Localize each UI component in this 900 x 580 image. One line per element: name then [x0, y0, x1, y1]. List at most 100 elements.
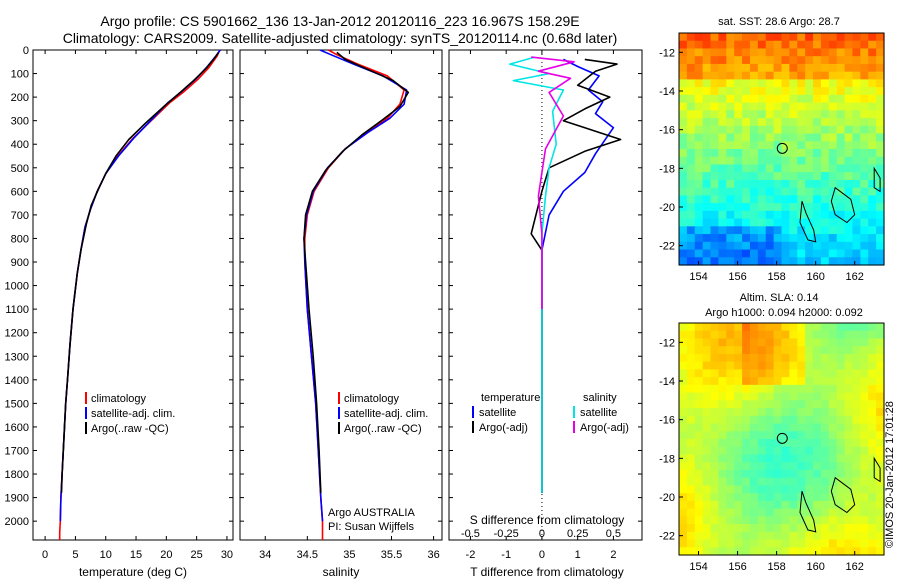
- heatmap-cell: [749, 79, 759, 88]
- heatmap-cell: [742, 179, 751, 189]
- heatmap-cell: [820, 40, 830, 50]
- heatmap-cell: [876, 172, 885, 181]
- heatmap-cell: [844, 187, 854, 196]
- heatmap-cell: [844, 48, 854, 57]
- heatmap-cell: [868, 118, 877, 127]
- heatmap-cell: [742, 423, 751, 432]
- heatmap-cell: [781, 33, 790, 42]
- heatmap-cell: [805, 415, 814, 425]
- heatmap-cell: [679, 94, 688, 104]
- heatmap-cell: [844, 469, 854, 479]
- heatmap-cell: [734, 164, 743, 173]
- heatmap-cell: [734, 179, 743, 189]
- heatmap-cell: [813, 508, 822, 517]
- heatmap-cell: [844, 125, 854, 135]
- heatmap-cell: [742, 125, 751, 135]
- heatmap-cell: [789, 249, 798, 258]
- heatmap-cell: [836, 415, 846, 425]
- heatmap-cell: [686, 469, 696, 479]
- heatmap-cell: [742, 454, 751, 463]
- x-tick-label: 162: [846, 271, 864, 283]
- heatmap-cell: [836, 500, 846, 510]
- heatmap-cell: [765, 516, 775, 525]
- heatmap-cell: [868, 141, 877, 150]
- heatmap-cell: [742, 56, 751, 65]
- heatmap-cell: [757, 249, 767, 258]
- heatmap-cell: [679, 539, 688, 548]
- heatmap-cell: [852, 195, 861, 204]
- heatmap-cell: [749, 323, 759, 332]
- heatmap-cell: [710, 257, 720, 266]
- heatmap-cell: [773, 361, 783, 370]
- heatmap-cell: [805, 172, 814, 181]
- heatmap-cell: [844, 346, 854, 355]
- heatmap-cell: [718, 400, 727, 409]
- heatmap-cell: [876, 539, 885, 548]
- heatmap-cell: [828, 423, 838, 432]
- heatmap-cell: [781, 338, 790, 347]
- heatmap-cell: [876, 400, 885, 409]
- heatmap-cell: [836, 469, 846, 479]
- heatmap-cell: [860, 172, 869, 181]
- heatmap-cell: [765, 384, 775, 394]
- heatmap-cell: [868, 400, 877, 409]
- heatmap-cell: [679, 241, 688, 251]
- heatmap-cell: [742, 531, 751, 541]
- heatmap-cell: [757, 226, 767, 235]
- heatmap-cell: [742, 400, 751, 409]
- heatmap-cell: [860, 210, 869, 220]
- heatmap-cell: [781, 547, 790, 556]
- heatmap-cell: [765, 361, 775, 370]
- heatmap-cell: [860, 392, 869, 401]
- heatmap-cell: [710, 133, 720, 142]
- heatmap-cell: [757, 338, 767, 347]
- heatmap-cell: [765, 500, 775, 510]
- heatmap-cell: [852, 118, 861, 127]
- heatmap-cell: [726, 164, 735, 173]
- heatmap-cell: [726, 110, 735, 119]
- heatmap-cell: [679, 218, 688, 227]
- heatmap-cell: [836, 94, 846, 104]
- heatmap-cell: [852, 133, 861, 142]
- heatmap-cell: [765, 133, 775, 142]
- heatmap-cell: [836, 369, 846, 378]
- heatmap-cell: [773, 133, 783, 142]
- heatmap-cell: [749, 469, 759, 479]
- heatmap-cell: [868, 210, 877, 220]
- heatmap-cell: [734, 446, 743, 456]
- heatmap-cell: [757, 500, 767, 510]
- heatmap-cell: [813, 94, 822, 104]
- heatmap-cell: [749, 33, 759, 42]
- heatmap-cell: [805, 133, 814, 142]
- heatmap-cell: [805, 353, 814, 363]
- heatmap-cell: [686, 241, 696, 251]
- heatmap-cell: [742, 384, 751, 394]
- heatmap-cell: [876, 500, 885, 510]
- heatmap-cell: [694, 500, 704, 510]
- heatmap-cell: [702, 203, 712, 212]
- heatmap-cell: [828, 369, 838, 378]
- heatmap-cell: [686, 125, 696, 135]
- heatmap-cell: [781, 508, 790, 517]
- heatmap-cell: [813, 446, 822, 456]
- heatmap-cell: [860, 110, 869, 119]
- heatmap-cell: [789, 500, 798, 510]
- heatmap-cell: [702, 415, 712, 425]
- heatmap-cell: [797, 384, 806, 394]
- heatmap-cell: [765, 431, 775, 440]
- heatmap-cell: [694, 415, 704, 425]
- heatmap-cell: [781, 462, 790, 471]
- heatmap-cell: [773, 226, 783, 235]
- heatmap-cell: [852, 203, 861, 212]
- heatmap-cell: [718, 156, 727, 166]
- heatmap-cell: [757, 415, 767, 425]
- heatmap-cell: [828, 431, 838, 440]
- heatmap-cell: [868, 330, 877, 340]
- heatmap-cell: [702, 369, 712, 378]
- heatmap-cell: [726, 439, 735, 448]
- heatmap-cell: [694, 149, 704, 158]
- heatmap-cell: [836, 63, 846, 73]
- heatmap-cell: [876, 415, 885, 425]
- heatmap-cell: [757, 485, 767, 494]
- x-tick-label: 158: [767, 271, 785, 283]
